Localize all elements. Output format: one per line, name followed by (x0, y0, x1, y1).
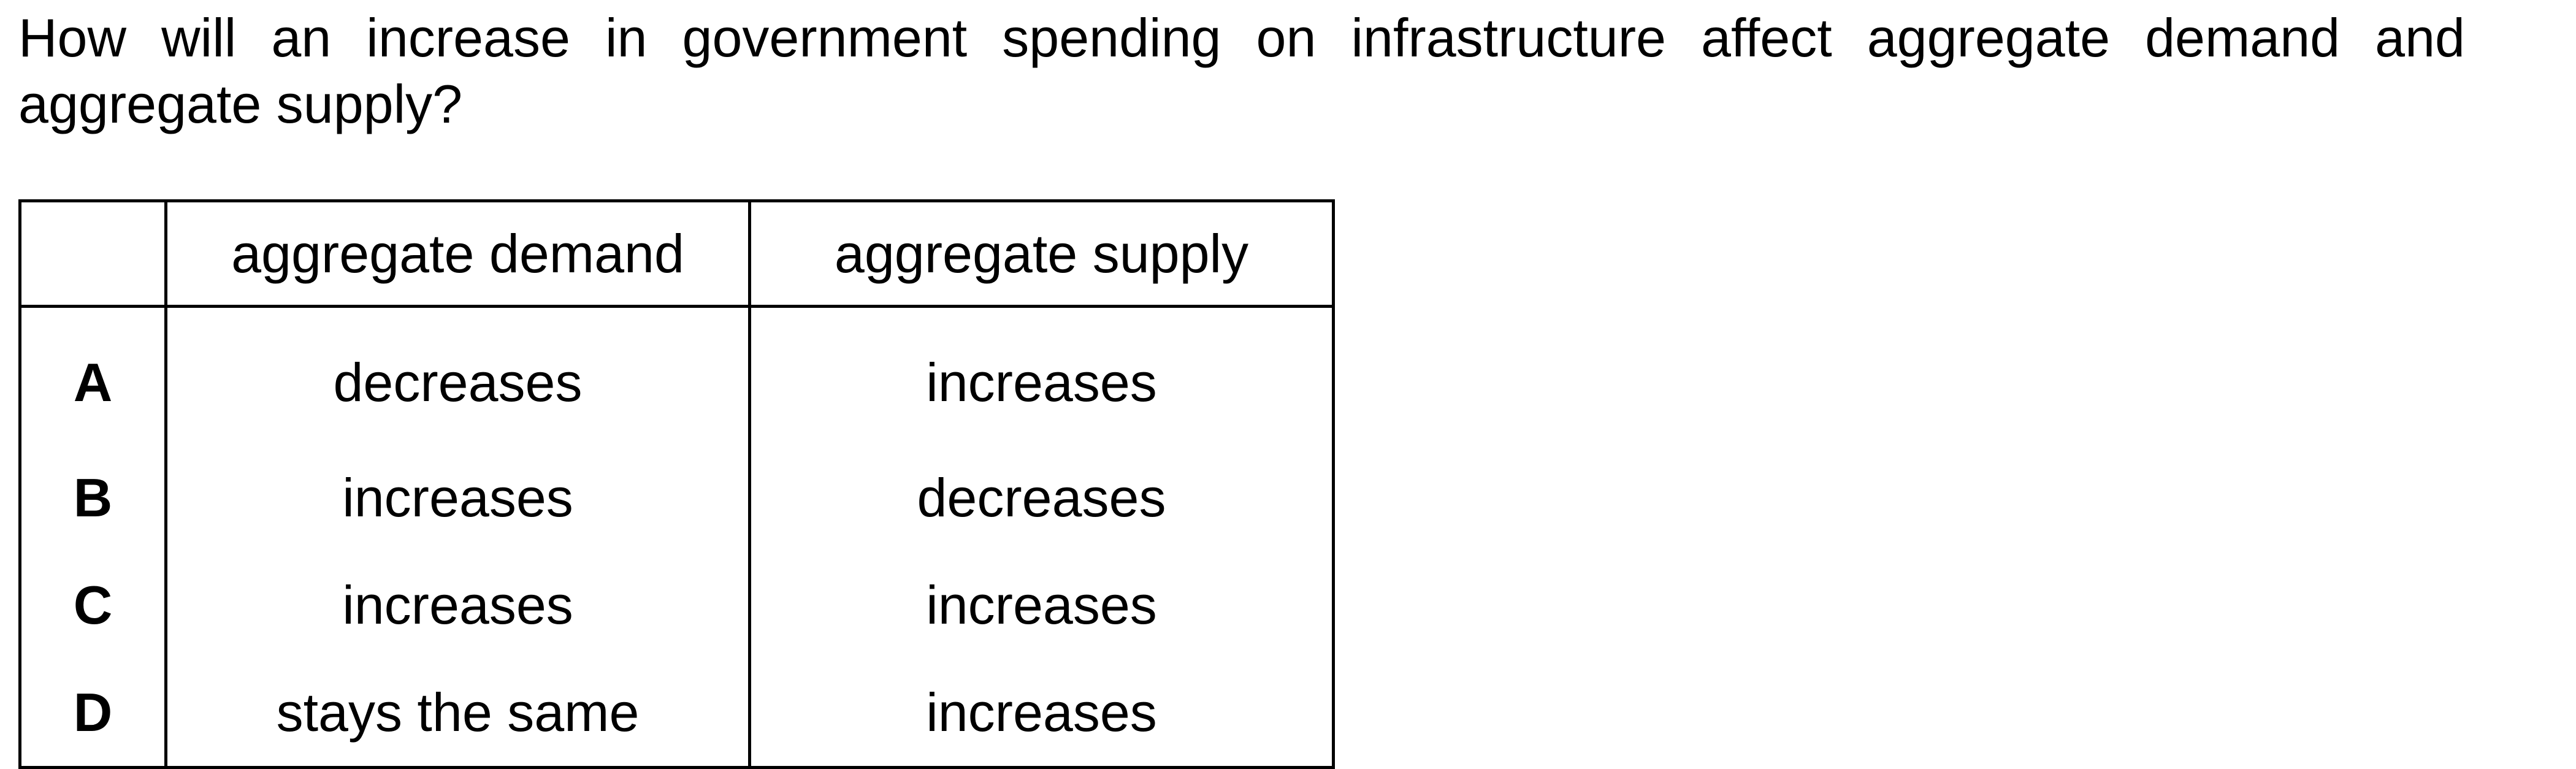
header-aggregate-supply: aggregate supply (748, 199, 1335, 308)
aggregate-demand-cell: increases (164, 444, 751, 551)
table-row-option-b: B increases decreases (18, 444, 1335, 551)
aggregate-demand-cell: increases (164, 551, 751, 659)
aggregate-supply-cell: increases (748, 306, 1335, 444)
aggregate-supply-cell: increases (748, 659, 1335, 769)
header-option-cell (18, 199, 167, 308)
aggregate-supply-cell: decreases (748, 444, 1335, 551)
option-letter: D (18, 659, 167, 769)
aggregate-demand-cell: decreases (164, 306, 751, 444)
aggregate-demand-cell: stays the same (164, 659, 751, 769)
header-aggregate-demand: aggregate demand (164, 199, 751, 308)
option-letter: A (18, 306, 167, 444)
option-letter: B (18, 444, 167, 551)
table-row-option-a: A decreases increases (18, 306, 1335, 444)
table-header-row: aggregate demand aggregate supply (18, 199, 1335, 308)
question-text: How will an increase in government spend… (18, 7, 2465, 134)
table-row-option-d: D stays the same increases (18, 659, 1335, 769)
table-row-option-c: C increases increases (18, 551, 1335, 659)
option-letter: C (18, 551, 167, 659)
aggregate-supply-cell: increases (748, 551, 1335, 659)
answer-options-table: aggregate demand aggregate supply A decr… (18, 199, 1335, 769)
